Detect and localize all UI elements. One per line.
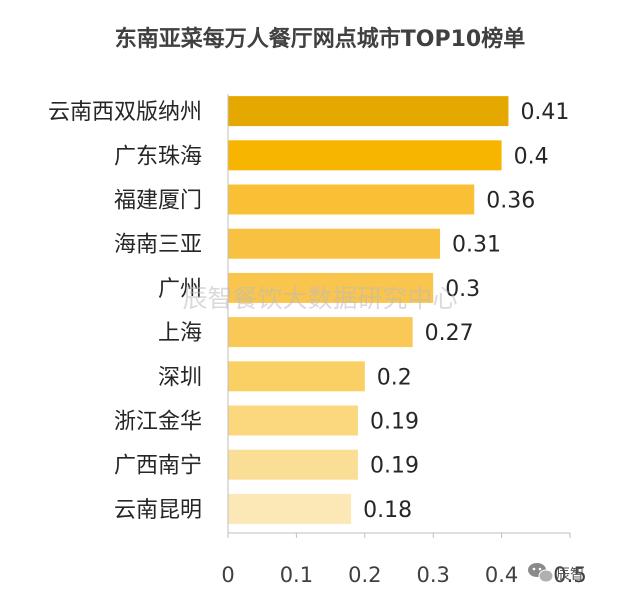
bar bbox=[228, 228, 441, 259]
bar bbox=[228, 405, 358, 436]
brand-name: 辰智 bbox=[556, 567, 584, 583]
wechat-icon bbox=[528, 563, 554, 583]
category-label: 广西南宁 bbox=[114, 454, 202, 479]
value-label: 0.27 bbox=[425, 321, 474, 346]
bar bbox=[228, 96, 509, 127]
x-tick-label: 0.4 bbox=[485, 563, 518, 587]
value-label: 0.19 bbox=[370, 454, 419, 479]
brand-badge: 辰智 bbox=[528, 563, 584, 583]
bar bbox=[228, 272, 434, 303]
bars-group: 云南西双版纳州 0.41 广东珠海 0.4 福建厦门 0.36 海南三亚 0.31 广州 0.3 上… bbox=[48, 96, 569, 524]
value-label: 0.4 bbox=[514, 144, 549, 169]
x-tick-label: 0.3 bbox=[416, 563, 449, 587]
bar bbox=[228, 493, 352, 524]
value-label: 0.41 bbox=[520, 100, 569, 125]
bar bbox=[228, 361, 365, 392]
category-label: 云南西双版纳州 bbox=[48, 100, 202, 125]
bar bbox=[228, 449, 358, 480]
value-label: 0.31 bbox=[452, 233, 501, 258]
chart-title: 东南亚菜每万人餐厅网点城市TOP10榜单 bbox=[115, 26, 525, 52]
category-label: 广州 bbox=[158, 277, 202, 302]
x-axis: 0 0.1 0.2 0.3 0.4 0.5 bbox=[221, 94, 587, 587]
category-label: 福建厦门 bbox=[114, 189, 202, 214]
value-label: 0.36 bbox=[486, 189, 535, 214]
value-label: 0.2 bbox=[377, 365, 412, 390]
x-tick-label: 0.5 bbox=[553, 563, 586, 587]
value-label: 0.19 bbox=[370, 410, 419, 435]
bar bbox=[228, 184, 475, 215]
category-label: 云南昆明 bbox=[114, 498, 202, 523]
value-label: 0.3 bbox=[445, 277, 480, 302]
category-label: 广东珠海 bbox=[114, 144, 202, 169]
bar bbox=[228, 317, 413, 348]
category-label: 上海 bbox=[158, 321, 202, 346]
x-tick-label: 0.2 bbox=[348, 563, 381, 587]
category-label: 浙江金华 bbox=[114, 410, 202, 435]
x-tick-label: 0.1 bbox=[280, 563, 313, 587]
x-tick-label: 0 bbox=[221, 563, 234, 587]
watermark: 辰智餐饮大数据研究中心 bbox=[182, 284, 457, 313]
bar bbox=[228, 140, 502, 171]
category-label: 海南三亚 bbox=[114, 233, 202, 258]
category-label: 深圳 bbox=[158, 365, 202, 390]
value-label: 0.18 bbox=[363, 498, 412, 523]
